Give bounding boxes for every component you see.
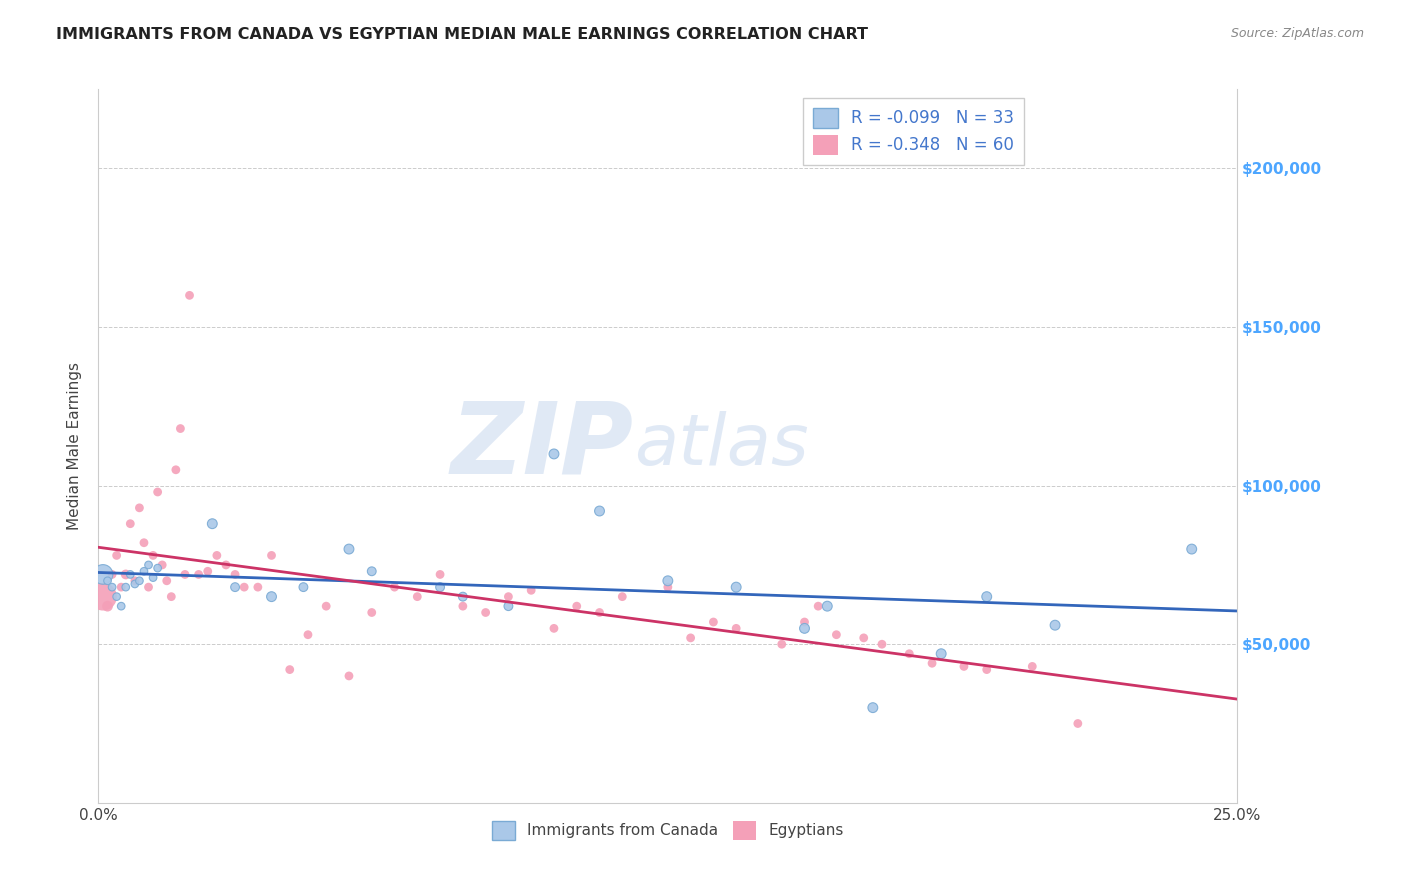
Point: [124, 577, 146, 591]
Point: [292, 580, 315, 594]
Point: [132, 564, 155, 578]
Point: [138, 558, 160, 572]
Point: [451, 590, 474, 604]
Point: [657, 580, 679, 594]
Point: [215, 558, 238, 572]
Point: [120, 567, 142, 582]
Point: [929, 647, 952, 661]
Point: [197, 564, 219, 578]
Point: [337, 542, 360, 557]
Point: [138, 580, 160, 594]
Point: [114, 567, 136, 582]
Point: [793, 621, 815, 635]
Point: [169, 421, 191, 435]
Point: [770, 637, 793, 651]
Point: [451, 599, 474, 614]
Point: [807, 599, 830, 614]
Point: [91, 567, 114, 582]
Point: [124, 574, 146, 588]
Point: [921, 657, 943, 671]
Point: [679, 631, 702, 645]
Point: [315, 599, 337, 614]
Point: [128, 500, 150, 515]
Point: [201, 516, 224, 531]
Point: [146, 561, 169, 575]
Point: [429, 567, 451, 582]
Point: [725, 621, 748, 635]
Point: [105, 549, 128, 563]
Point: [101, 567, 124, 582]
Point: [953, 659, 976, 673]
Point: [96, 599, 118, 614]
Point: [588, 504, 610, 518]
Point: [862, 700, 884, 714]
Point: [793, 615, 815, 629]
Point: [406, 590, 429, 604]
Point: [260, 590, 283, 604]
Point: [146, 485, 169, 500]
Point: [150, 558, 173, 572]
Point: [474, 606, 496, 620]
Point: [976, 590, 998, 604]
Point: [101, 580, 124, 594]
Point: [174, 567, 197, 582]
Point: [360, 564, 382, 578]
Text: Source: ZipAtlas.com: Source: ZipAtlas.com: [1230, 27, 1364, 40]
Point: [1021, 659, 1043, 673]
Point: [725, 580, 748, 594]
Point: [870, 637, 893, 651]
Point: [702, 615, 724, 629]
Point: [429, 580, 451, 594]
Point: [852, 631, 875, 645]
Text: ZIP: ZIP: [451, 398, 634, 494]
Text: atlas: atlas: [634, 411, 808, 481]
Point: [612, 590, 634, 604]
Point: [105, 590, 128, 604]
Point: [278, 663, 301, 677]
Point: [588, 606, 610, 620]
Point: [825, 628, 848, 642]
Point: [110, 580, 132, 594]
Point: [297, 628, 319, 642]
Point: [91, 590, 114, 604]
Point: [160, 590, 183, 604]
Point: [1043, 618, 1066, 632]
Point: [246, 580, 269, 594]
Point: [1067, 716, 1090, 731]
Point: [815, 599, 838, 614]
Point: [165, 463, 187, 477]
Point: [187, 567, 209, 582]
Point: [976, 663, 998, 677]
Point: [498, 599, 520, 614]
Point: [498, 590, 520, 604]
Point: [543, 447, 565, 461]
Point: [898, 647, 921, 661]
Legend: Immigrants from Canada, Egyptians: Immigrants from Canada, Egyptians: [482, 812, 853, 848]
Y-axis label: Median Male Earnings: Median Male Earnings: [67, 362, 83, 530]
Point: [337, 669, 360, 683]
Point: [260, 549, 283, 563]
Point: [233, 580, 256, 594]
Point: [360, 606, 382, 620]
Point: [114, 580, 136, 594]
Point: [128, 574, 150, 588]
Point: [110, 599, 132, 614]
Point: [156, 574, 179, 588]
Point: [520, 583, 543, 598]
Point: [565, 599, 588, 614]
Point: [224, 580, 246, 594]
Point: [142, 549, 165, 563]
Point: [657, 574, 679, 588]
Point: [120, 516, 142, 531]
Point: [543, 621, 565, 635]
Text: IMMIGRANTS FROM CANADA VS EGYPTIAN MEDIAN MALE EARNINGS CORRELATION CHART: IMMIGRANTS FROM CANADA VS EGYPTIAN MEDIA…: [56, 27, 869, 42]
Point: [96, 574, 118, 588]
Point: [384, 580, 406, 594]
Point: [179, 288, 201, 302]
Point: [205, 549, 228, 563]
Point: [1181, 542, 1204, 557]
Point: [132, 535, 155, 549]
Point: [224, 567, 246, 582]
Point: [142, 571, 165, 585]
